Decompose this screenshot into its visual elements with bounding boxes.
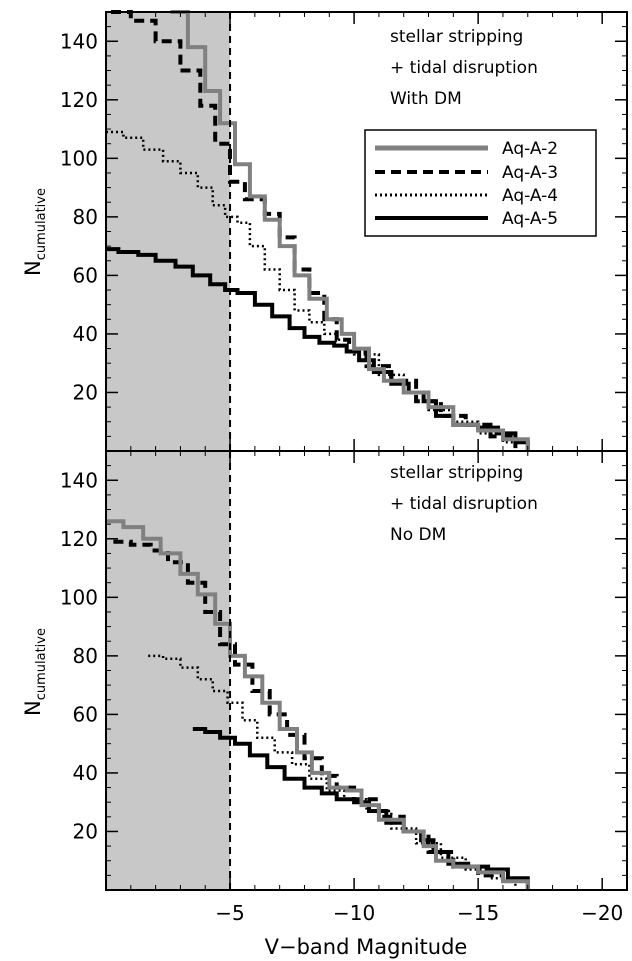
y-tick-label: 40 [73, 761, 98, 785]
y-tick-label: 80 [73, 644, 98, 668]
bottom-panel-frame [105, 450, 628, 891]
bottom-panel: 20 40 60 80 100 120 140 −5 −10 −15 −20 Ncumulativ… [21, 450, 628, 959]
x-tick-label: −20 [581, 901, 623, 925]
top-panel-y-axis-title: Ncumulative [21, 188, 49, 276]
y-tick-label: 20 [73, 380, 98, 404]
legend-label-aq-a-4: Aq-A-4 [502, 186, 558, 206]
top-panel-annotation-line-3: With DM [390, 89, 462, 109]
bottom-panel-series [106, 519, 530, 890]
x-tick-label: −15 [457, 901, 499, 925]
top-panel: 20 40 60 80 100 120 140 Ncumulative stellar st… [21, 10, 628, 452]
top-panel-series-aq-a-3 [111, 10, 518, 449]
legend-label-aq-a-5: Aq-A-5 [502, 209, 558, 229]
top-panel-annotation-line-2: + tidal disruption [390, 58, 538, 78]
legend-label-aq-a-3: Aq-A-3 [502, 163, 558, 183]
bottom-panel-series-aq-a-2 [106, 519, 530, 890]
top-panel-shaded-region [106, 12, 231, 451]
y-tick-label: 80 [73, 205, 98, 229]
y-axis-label: Ncumulative [21, 628, 49, 716]
y-tick-label: 40 [73, 322, 98, 346]
bottom-panel-annotation-line-1: stellar stripping [390, 463, 523, 483]
bottom-panel-shaded-region [106, 451, 231, 890]
bottom-panel-y-axis-title: Ncumulative [21, 628, 49, 716]
bottom-panel-annotation-line-3: No DM [390, 525, 446, 545]
y-tick-label: 140 [60, 468, 98, 492]
x-tick-label: −10 [333, 901, 375, 925]
bottom-panel-annotation-line-2: + tidal disruption [390, 494, 538, 514]
legend-label-aq-a-2: Aq-A-2 [502, 139, 558, 159]
y-tick-label: 60 [73, 263, 98, 287]
x-tick-label: −5 [215, 901, 244, 925]
y-tick-label: 120 [60, 88, 98, 112]
legend: Aq-A-2 Aq-A-3 Aq-A-4 Aq-A-5 [364, 129, 597, 237]
x-axis-label: V−band Magnitude [265, 935, 468, 959]
y-tick-label: 20 [73, 819, 98, 843]
y-tick-label: 120 [60, 527, 98, 551]
bottom-panel-y-tick-labels: 20 40 60 80 100 120 140 [60, 468, 98, 843]
y-tick-label: 100 [60, 146, 98, 170]
bottom-panel-x-tick-labels: −5 −10 −15 −20 [215, 901, 623, 925]
top-panel-annotation-line-1: stellar stripping [390, 27, 523, 47]
y-tick-label: 60 [73, 702, 98, 726]
y-tick-label: 140 [60, 29, 98, 53]
top-panel-y-tick-labels: 20 40 60 80 100 120 140 [60, 29, 98, 404]
y-axis-label: Ncumulative [21, 188, 49, 276]
top-panel-series-aq-a-4 [106, 130, 530, 451]
y-tick-label: 100 [60, 585, 98, 609]
